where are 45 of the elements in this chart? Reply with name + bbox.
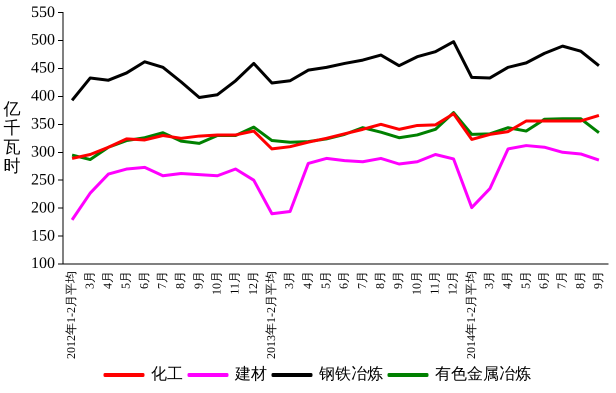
x-tick-label: 12月 <box>446 271 460 296</box>
x-tick-label: 5月 <box>318 271 333 290</box>
y-tick-label: 100 <box>31 255 55 272</box>
y-tick-label: 250 <box>31 171 55 188</box>
x-tick-label: 8月 <box>373 271 388 290</box>
x-tick-label: 9月 <box>391 271 406 290</box>
legend-label: 有色金属冶炼 <box>435 365 531 384</box>
x-tick-label: 2014年1-2月平均 <box>464 271 478 360</box>
y-tick-label: 350 <box>31 116 55 133</box>
x-tick-label: 8月 <box>572 271 587 290</box>
legend-label: 钢铁冶炼 <box>318 365 383 384</box>
x-tick-label: 11月 <box>228 271 242 295</box>
y-tick-label: 450 <box>31 60 55 77</box>
y-tick-label: 400 <box>31 88 55 105</box>
y-tick-label: 150 <box>31 227 55 244</box>
x-tick-label: 8月 <box>173 271 188 290</box>
x-tick-label: 10月 <box>210 271 224 296</box>
x-tick-label: 2012年1-2月平均 <box>64 271 78 360</box>
x-tick-label: 10月 <box>409 271 424 296</box>
x-tick-label: 9月 <box>191 271 206 290</box>
x-tick-label: 6月 <box>536 271 551 290</box>
x-tick-label: 3月 <box>82 271 96 290</box>
x-tick-label: 5月 <box>518 271 532 290</box>
y-tick-label: 200 <box>31 199 55 216</box>
x-tick-label: 4月 <box>500 271 514 290</box>
x-tick-label: 4月 <box>100 271 115 290</box>
legend-label: 化工 <box>151 366 183 384</box>
x-tick-label: 4月 <box>300 271 314 290</box>
y-tick-label: 300 <box>31 143 55 160</box>
x-tick-label: 7月 <box>354 271 369 290</box>
x-tick-label: 9月 <box>591 271 606 290</box>
x-tick-label: 6月 <box>136 271 151 290</box>
y-tick-label: 500 <box>31 32 55 49</box>
x-tick-label: 7月 <box>155 271 170 290</box>
x-tick-label: 5月 <box>118 271 133 290</box>
x-tick-label: 12月 <box>246 271 260 296</box>
x-tick-label: 11月 <box>428 271 442 295</box>
x-tick-label: 2013年1-2月平均 <box>264 271 278 360</box>
legend-label: 建材 <box>234 365 267 384</box>
x-tick-label: 3月 <box>282 271 296 290</box>
x-tick-label: 3月 <box>482 271 496 290</box>
x-tick-label: 7月 <box>554 271 569 290</box>
y-axis-title: 亿千瓦时 <box>2 99 20 176</box>
x-tick-label: 6月 <box>336 271 351 290</box>
y-tick-label: 550 <box>31 4 55 21</box>
